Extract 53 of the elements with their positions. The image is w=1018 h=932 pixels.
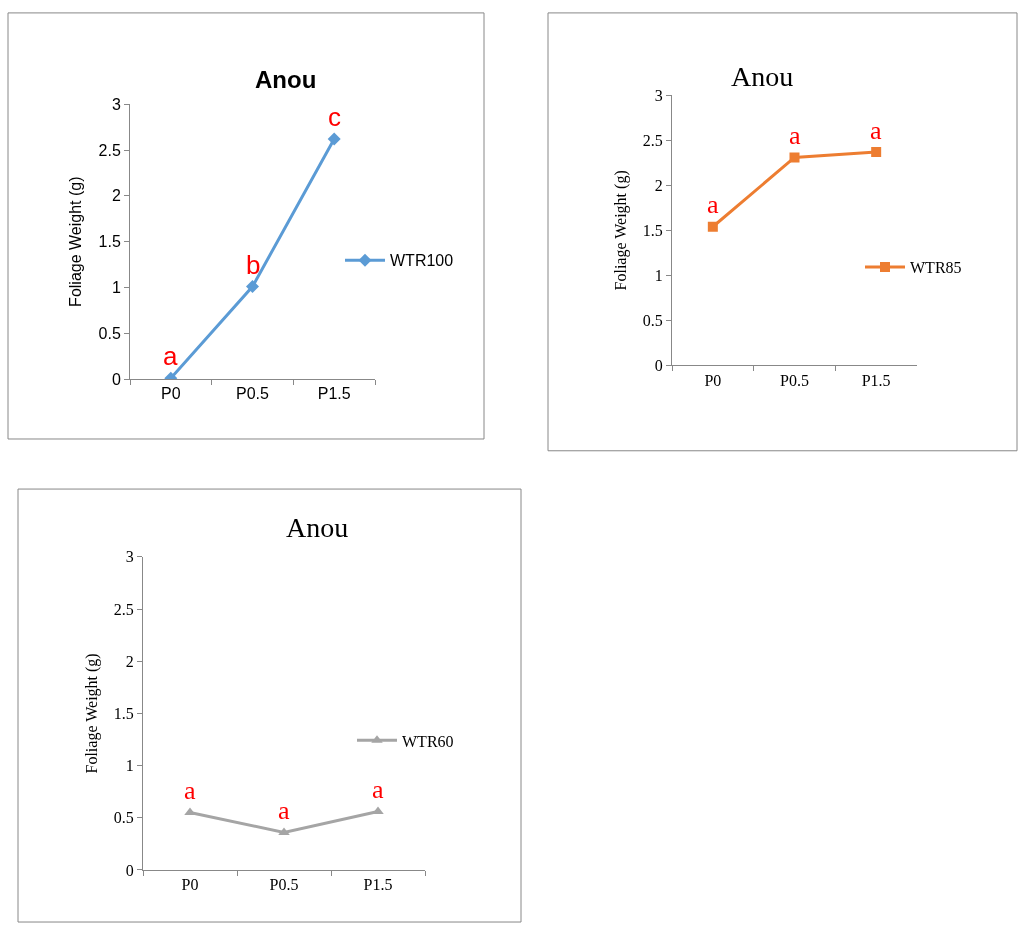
- y-tick-label: 2: [654, 176, 663, 194]
- annotation: a: [372, 775, 384, 804]
- y-tick-label: 0.5: [113, 809, 134, 827]
- y-tick-label: 0: [654, 356, 663, 374]
- annotation: c: [328, 102, 341, 132]
- y-tick-label: 0.5: [98, 324, 121, 342]
- point: [789, 152, 800, 163]
- y-tick-label: 0: [125, 861, 134, 879]
- y-tick-label: 3: [654, 86, 663, 104]
- annotation: a: [707, 190, 719, 219]
- chart-title: Anou: [286, 512, 349, 543]
- x-tick-label: P0: [161, 385, 181, 403]
- point: [246, 280, 259, 294]
- x-tick-label: P0: [181, 876, 199, 894]
- y-tick-label: 1: [111, 279, 121, 297]
- y-axis-title: Foliage Weight (g): [67, 176, 85, 307]
- point: [327, 132, 341, 146]
- y-tick-label: 0.5: [642, 311, 663, 329]
- x-tick-label: P0.5: [236, 385, 270, 403]
- y-tick-label: 1.5: [642, 221, 663, 239]
- y-axis-title: Foliage Weight (g): [82, 653, 101, 774]
- annotation: a: [278, 796, 290, 825]
- y-tick-label: 1.5: [113, 704, 134, 722]
- legend-label: WTR60: [402, 732, 454, 750]
- x-tick-label: P0: [704, 371, 722, 389]
- y-tick-label: 3: [125, 548, 134, 566]
- x-tick-label: P0.5: [269, 876, 299, 894]
- y-axis-title: Foliage Weight (g): [611, 170, 630, 291]
- y-tick-label: 2.5: [113, 600, 134, 618]
- annotation: b: [246, 250, 261, 280]
- y-tick-label: 2: [111, 187, 121, 205]
- y-tick-label: 1.5: [98, 233, 121, 251]
- y-tick-label: 2.5: [98, 141, 121, 159]
- x-tick-label: P1.5: [317, 385, 351, 403]
- y-tick-label: 1: [654, 266, 663, 284]
- chart-title: Anou: [731, 61, 794, 92]
- annotation: a: [184, 776, 196, 805]
- x-tick-label: P1.5: [363, 876, 393, 894]
- point: [707, 221, 718, 232]
- annotation: a: [870, 116, 882, 145]
- y-tick-label: 1: [125, 757, 134, 775]
- chart-title: Anou: [255, 66, 317, 93]
- y-tick-label: 2.5: [642, 131, 663, 149]
- y-tick-label: 0: [111, 370, 121, 388]
- annotation: a: [789, 121, 801, 150]
- x-tick-label: P0.5: [780, 371, 809, 389]
- point: [871, 147, 882, 158]
- y-tick-label: 3: [111, 95, 121, 113]
- annotation: a: [163, 341, 178, 371]
- legend-label: WTR100: [390, 252, 454, 270]
- legend-label: WTR85: [910, 259, 962, 277]
- y-tick-label: 2: [125, 652, 134, 670]
- x-tick-label: P1.5: [861, 371, 891, 389]
